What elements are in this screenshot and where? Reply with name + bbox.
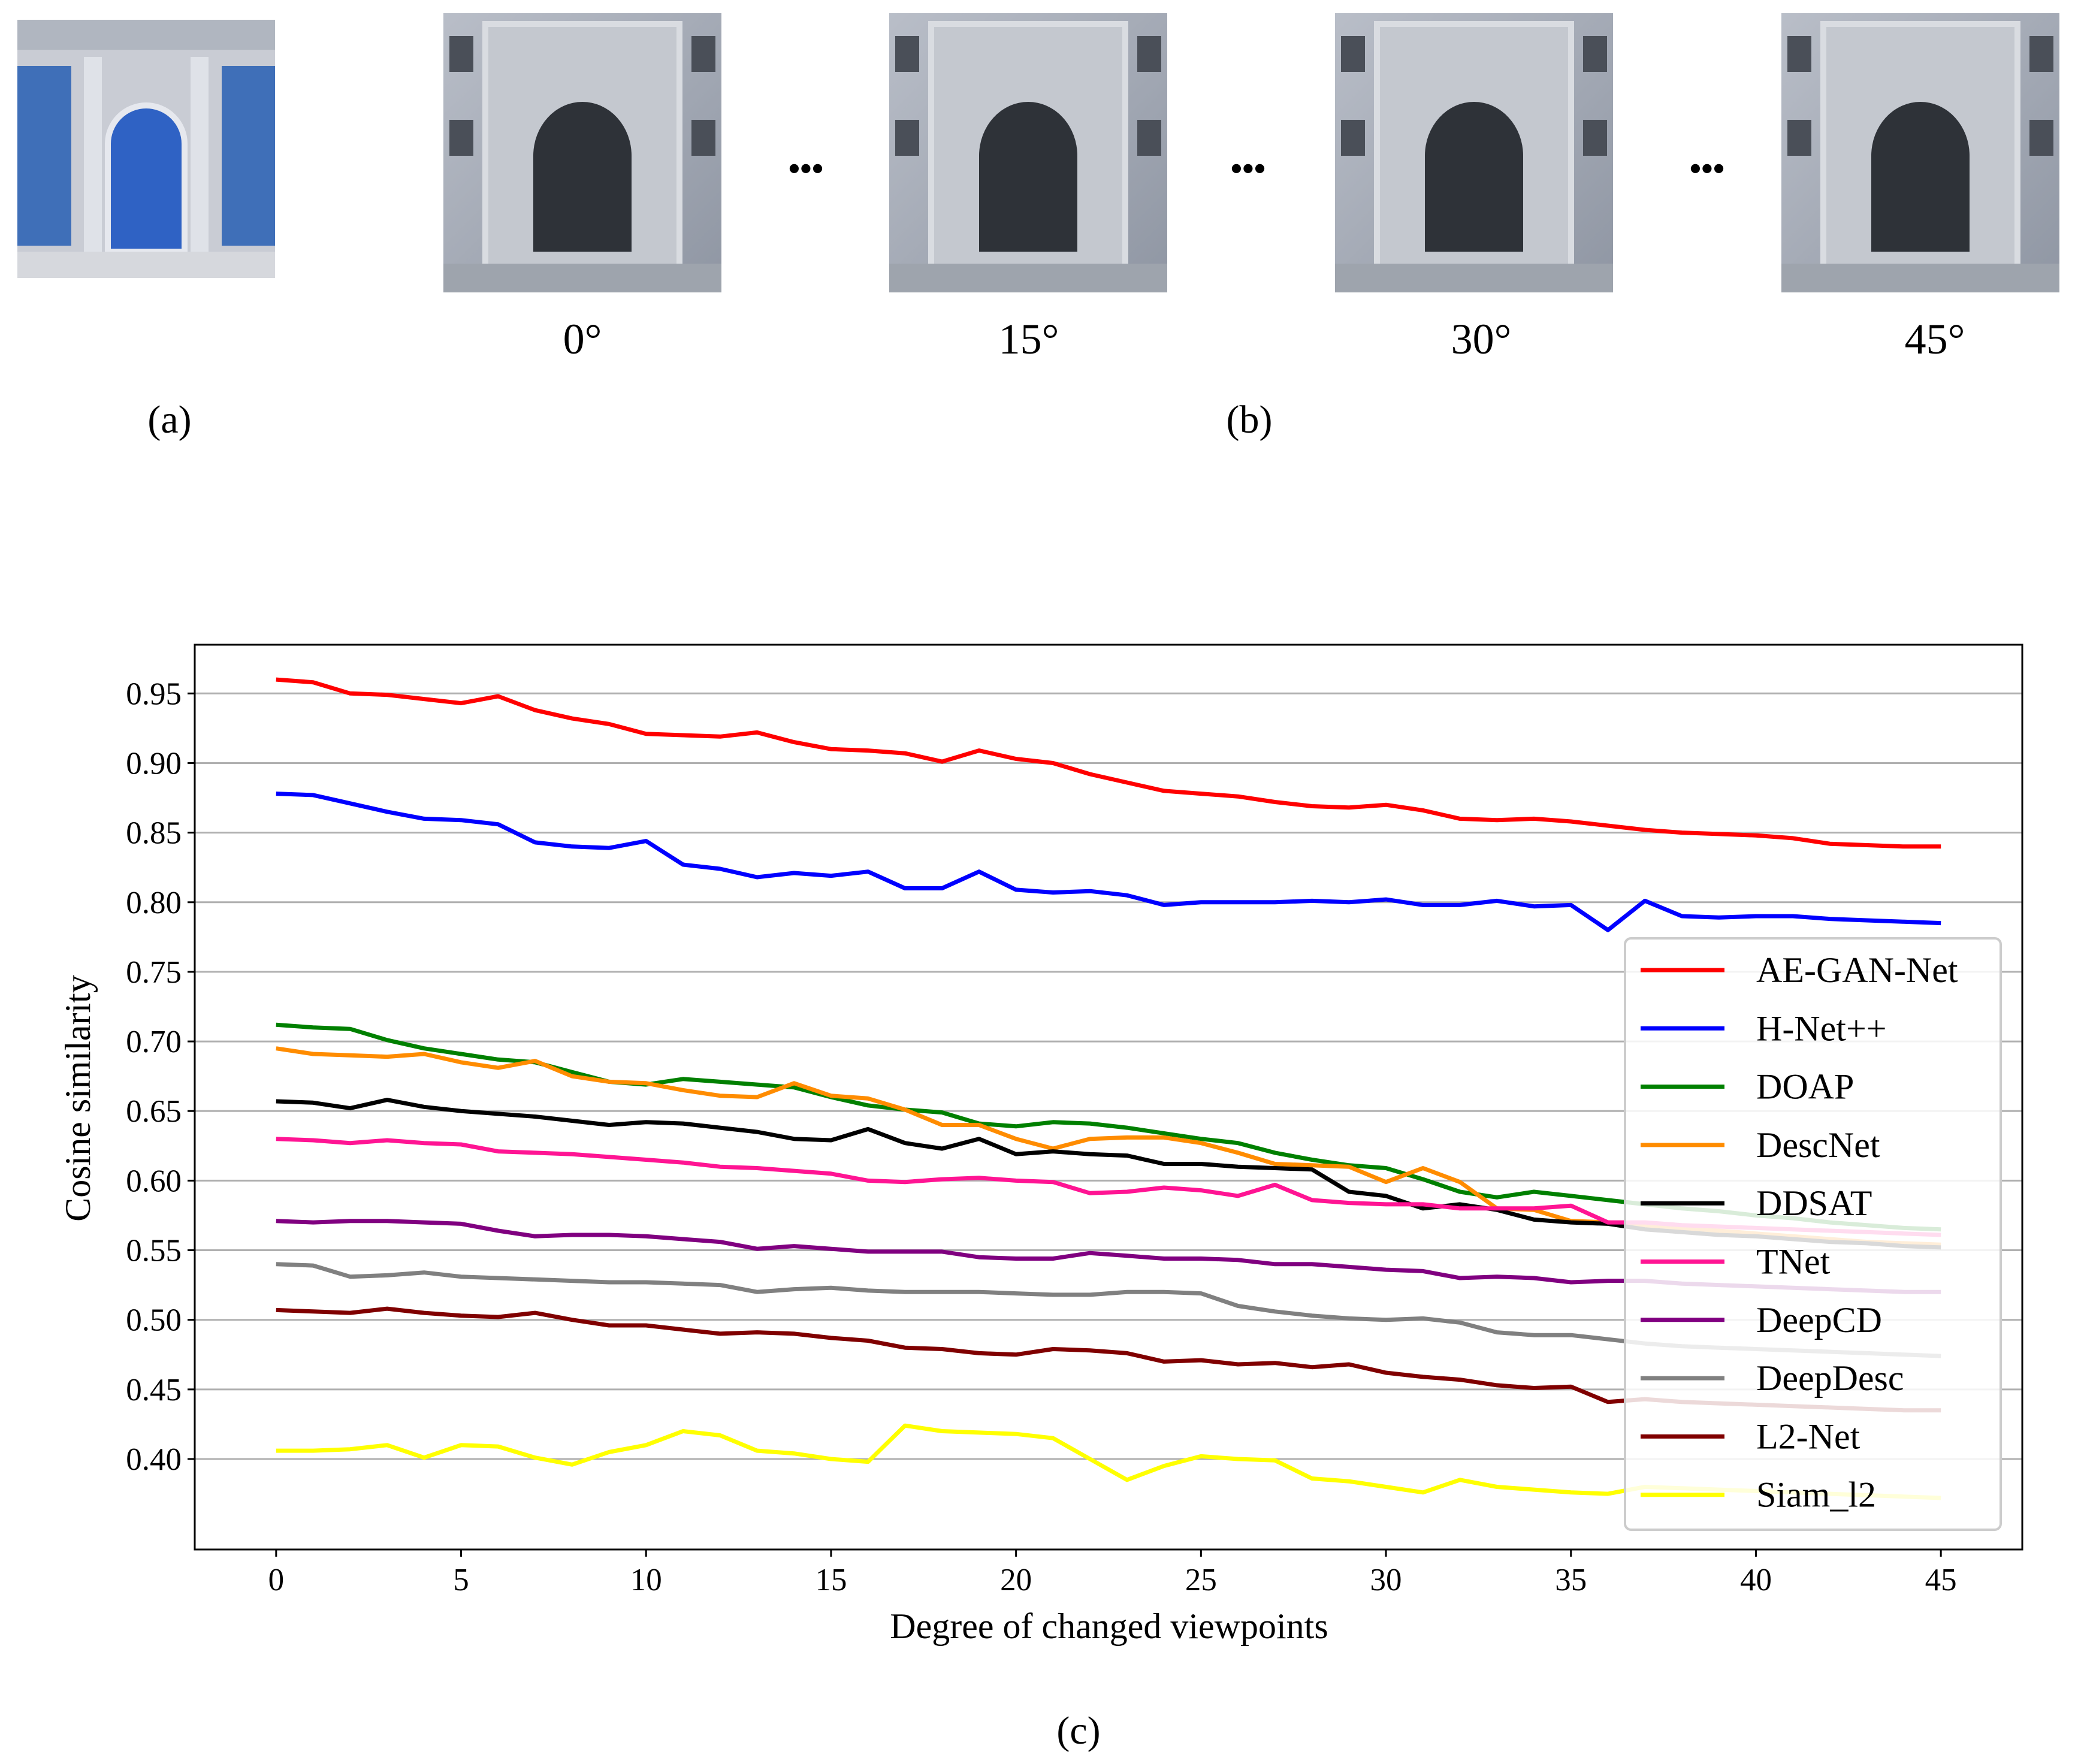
legend-label: TNet [1756,1242,1831,1282]
legend-entry: AE-GAN-Net [1641,950,1958,990]
legend-label: L2-Net [1756,1416,1860,1456]
y-tick-label: 0.60 [126,1164,182,1198]
x-tick-label: 25 [1185,1563,1217,1597]
legend-entry: H-Net++ [1641,1008,1887,1048]
x-tick-label: 45 [1925,1563,1957,1597]
legend-entry: DOAP [1641,1067,1854,1107]
x-tick-label: 20 [1000,1563,1032,1597]
reference-building-image [17,20,275,278]
legend-label: DescNet [1756,1125,1880,1165]
series-line-ae-gan-net [276,677,1941,849]
plot-frame [194,644,2023,1551]
x-tick-label: 35 [1555,1563,1587,1597]
viewpoint-image [889,13,1167,292]
legend-label: H-Net++ [1756,1008,1887,1048]
y-axis-label: Cosine similarity [58,975,98,1222]
y-tick-label: 0.85 [126,816,182,851]
panel-label-c: (c) [1056,1709,1100,1753]
panel-label-b: (b) [1227,398,1273,442]
viewpoint-images [443,13,2059,292]
series-line-h-net- [276,792,1941,932]
x-axis: 0 5 10 15 20 25 30 35 40 45 [268,1549,1957,1597]
legend-entry: DeepCD [1641,1300,1882,1340]
y-tick-label: 0.70 [126,1025,182,1059]
viewpoint-image [443,13,721,292]
ellipsis: ••• [1690,150,1725,188]
legend-entry: DeepDesc [1641,1358,1904,1398]
y-tick-label: 0.50 [126,1303,182,1338]
legend-label: AE-GAN-Net [1756,950,1958,990]
x-axis-label: Degree of changed viewpoints [890,1606,1328,1646]
angle-label: 45° [1905,315,1965,363]
angle-label: 15° [999,315,1059,363]
y-tick-label: 0.65 [126,1094,182,1129]
legend-entry: L2-Net [1641,1416,1860,1456]
legend-entry: DescNet [1641,1125,1880,1165]
x-tick-label: 15 [815,1563,847,1597]
legend: AE-GAN-Net H-Net++ DOAP DescNet DDSAT TNet Dee… [1624,937,2002,1531]
legend-label: DeepDesc [1756,1358,1904,1398]
x-tick-label: 0 [268,1563,285,1597]
y-tick-label: 0.40 [126,1442,182,1477]
legend-entry: TNet [1641,1242,1831,1282]
viewpoint-image [1335,13,1613,292]
y-tick-label: 0.80 [126,886,182,920]
legend-label: DDSAT [1756,1183,1872,1223]
legend-label: DeepCD [1756,1300,1882,1340]
x-tick-label: 5 [453,1563,469,1597]
legend-label: DOAP [1756,1067,1854,1107]
ellipsis: ••• [1231,150,1266,188]
x-tick-label: 10 [630,1563,662,1597]
y-tick-label: 0.45 [126,1373,182,1407]
x-tick-label: 40 [1740,1563,1772,1597]
panel-label-a: (a) [147,398,191,442]
legend-entry: Siam_l2 [1641,1475,1876,1515]
legend-entry: DDSAT [1641,1183,1872,1223]
legend-label: Siam_l2 [1756,1475,1876,1515]
y-tick-label: 0.55 [126,1234,182,1268]
viewpoint-image [1781,13,2059,292]
angle-label: 0° [563,315,602,363]
y-tick-label: 0.75 [126,955,182,990]
y-tick-label: 0.90 [126,746,182,781]
y-tick-label: 0.95 [126,676,182,711]
y-axis: 0.40 0.45 0.50 0.55 0.60 0.65 0.70 0.75 0.80 0.85… [126,676,195,1477]
x-tick-label: 30 [1370,1563,1402,1597]
ellipsis: ••• [789,150,824,188]
angle-label: 30° [1451,315,1512,363]
